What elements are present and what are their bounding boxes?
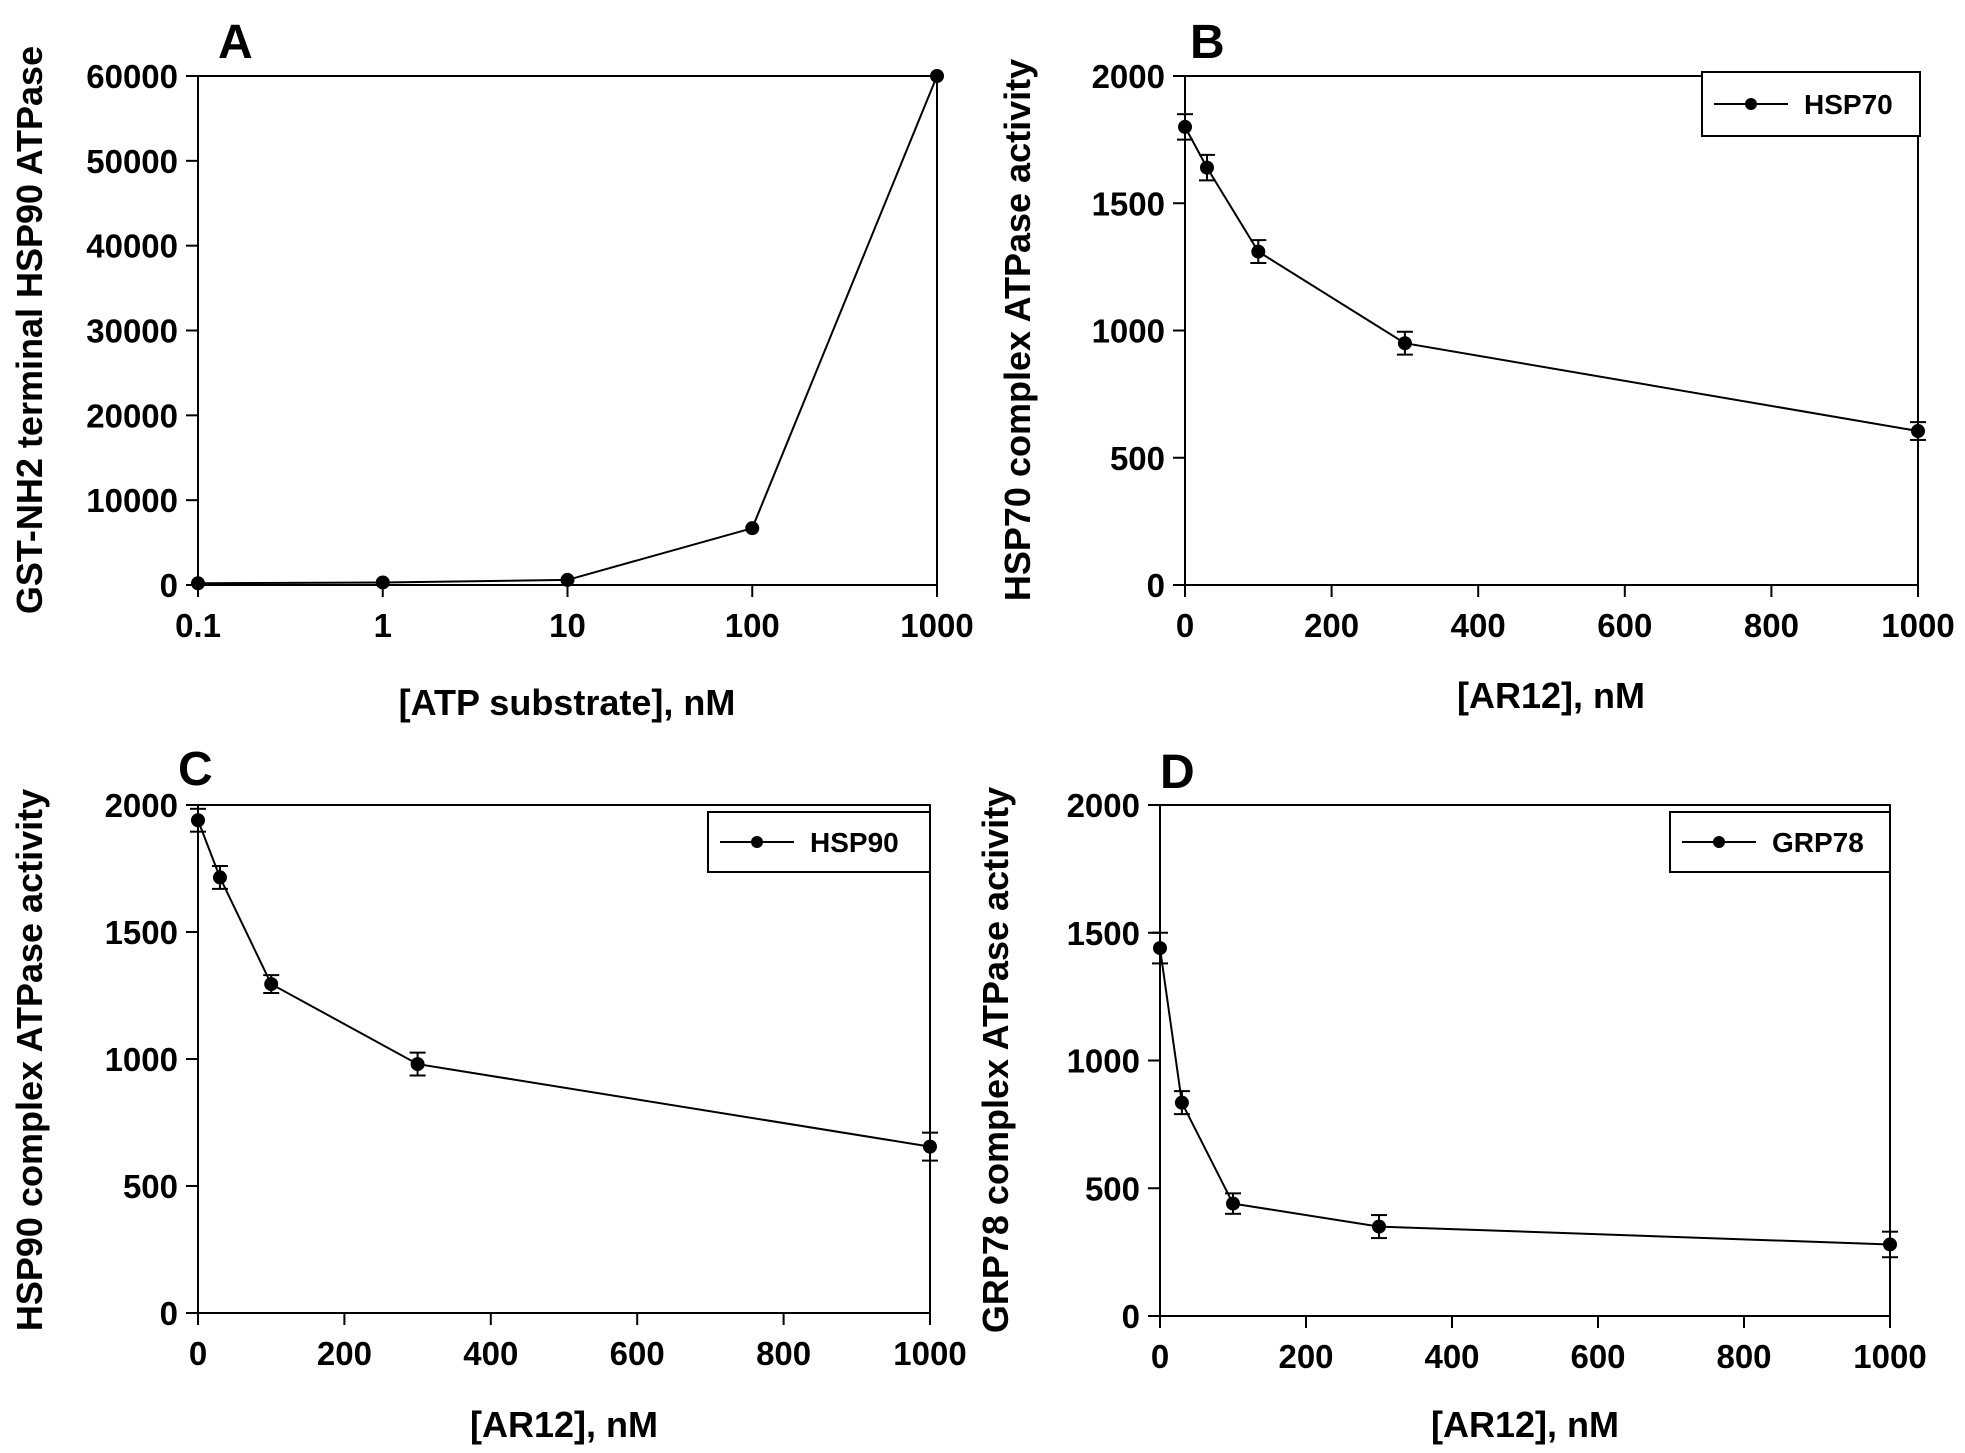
data-point: [930, 69, 944, 83]
y-tick-label: 30000: [86, 313, 178, 350]
y-tick-label: 1000: [1067, 1043, 1140, 1080]
x-tick-label: 1: [374, 607, 392, 644]
legend: HSP90: [707, 811, 931, 873]
y-axis-title: HSP70 complex ATPase activity: [997, 59, 1038, 601]
y-tick-label: 500: [1110, 440, 1165, 477]
data-point: [264, 977, 279, 992]
data-point: [1153, 941, 1167, 956]
y-axis-title: GST-NH2 terminal HSP90 ATPase: [9, 46, 50, 614]
y-axis-title: GRP78 complex ATPase activity: [975, 787, 1016, 1333]
data-point: [923, 1139, 937, 1154]
y-tick-label: 1500: [105, 914, 178, 951]
plot-frame: [1159, 804, 1891, 1317]
data-point: [1226, 1196, 1240, 1211]
series-line: [1159, 947, 1891, 1246]
y-tick-label: 1500: [1067, 915, 1140, 952]
y-tick-label: 2000: [1092, 58, 1165, 95]
legend-marker: [1745, 98, 1757, 110]
y-tick-label: 500: [1085, 1170, 1140, 1207]
chart-panel-d: D 0 500 1000 1500 2000 0 200 400 600 800 1000 [AR12]…: [975, 746, 1927, 1445]
panel-label: B: [1190, 16, 1225, 69]
x-tick-label: 200: [1304, 607, 1359, 644]
plot-frame: [1184, 75, 1919, 586]
data-point: [1911, 424, 1925, 439]
data-point: [1251, 244, 1266, 259]
y-tick-label: 2000: [105, 787, 178, 824]
x-tick-label: 600: [610, 1335, 665, 1372]
data-point: [191, 576, 205, 591]
data-point: [560, 572, 575, 587]
data-point: [375, 575, 390, 590]
y-tick-label: 500: [123, 1168, 178, 1205]
y-tick-label: 0: [160, 1295, 178, 1332]
x-tick-label: 600: [1597, 607, 1652, 644]
data-point: [410, 1057, 425, 1072]
data-point: [745, 521, 760, 536]
x-axis-title: [AR12], nM: [1431, 1404, 1619, 1445]
panel-label: C: [178, 743, 213, 796]
plot-frame: [197, 75, 938, 586]
x-tick-label: 0.1: [175, 607, 221, 644]
x-tick-label: 400: [1424, 1338, 1479, 1375]
x-axis-title: [AR12], nM: [1457, 675, 1645, 716]
y-tick-label: 20000: [86, 397, 178, 434]
data-point: [1174, 1095, 1189, 1110]
data-point: [1883, 1237, 1897, 1252]
legend-marker: [751, 836, 763, 848]
y-tick-label: 2000: [1067, 787, 1140, 824]
x-tick-label: 0: [1151, 1338, 1169, 1375]
x-tick-label: 400: [1451, 607, 1506, 644]
x-axis-title: [ATP substrate], nM: [399, 682, 736, 723]
y-tick-label: 40000: [86, 228, 178, 265]
x-tick-label: 600: [1570, 1338, 1625, 1375]
panel-label: D: [1160, 746, 1195, 799]
data-point: [212, 870, 227, 885]
y-tick-label: 10000: [86, 482, 178, 519]
series-line: [1184, 126, 1919, 433]
data-point: [1372, 1219, 1386, 1234]
y-tick-label: 60000: [86, 58, 178, 95]
x-tick-label: 10: [549, 607, 586, 644]
legend: GRP78: [1669, 811, 1891, 873]
legend: HSP70: [1701, 71, 1921, 137]
x-tick-label: 800: [1716, 1338, 1771, 1375]
y-tick-label: 1000: [105, 1041, 178, 1078]
x-tick-label: 200: [1278, 1338, 1333, 1375]
legend-marker: [1713, 836, 1725, 848]
chart-panel-a: A 0 10000 20000 30000 40000 50000 60000 0.1 1 10 10…: [9, 16, 974, 723]
x-tick-label: 1000: [900, 607, 973, 644]
series-line: [197, 75, 938, 585]
y-tick-label: 1000: [1092, 313, 1165, 350]
y-tick-label: 0: [1147, 567, 1165, 604]
x-tick-label: 0: [189, 1335, 207, 1372]
x-axis-title: [AR12], nM: [470, 1404, 658, 1445]
legend-label: GRP78: [1772, 827, 1864, 858]
x-tick-label: 800: [756, 1335, 811, 1372]
x-tick-label: 1000: [1881, 607, 1954, 644]
x-tick-label: 100: [725, 607, 780, 644]
y-tick-label: 1500: [1092, 185, 1165, 222]
x-tick-label: 1000: [1853, 1338, 1926, 1375]
x-tick-label: 200: [317, 1335, 372, 1372]
y-axis-title: HSP90 complex ATPase activity: [9, 789, 50, 1331]
y-tick-label: 50000: [86, 143, 178, 180]
x-tick-label: 0: [1176, 607, 1194, 644]
legend-label: HSP90: [810, 827, 899, 858]
data-point: [1199, 160, 1214, 175]
legend-label: HSP70: [1804, 89, 1893, 120]
panel-label: A: [218, 16, 253, 69]
y-tick-label: 0: [1122, 1298, 1140, 1335]
data-point: [1397, 336, 1412, 351]
x-tick-label: 800: [1744, 607, 1799, 644]
y-tick-label: 0: [160, 567, 178, 604]
chart-panel-b: B 0 500 1000 1500 2000 0 200 400 600 800 1000 [AR12]…: [997, 16, 1955, 716]
chart-panel-c: C 0 500 1000 1500 2000 0 200 400 600 800 1000 [AR12]…: [9, 743, 967, 1445]
x-tick-label: 400: [463, 1335, 518, 1372]
plot-frame: [197, 804, 931, 1314]
data-point: [191, 813, 205, 828]
x-tick-label: 1000: [893, 1335, 966, 1372]
data-point: [1178, 119, 1192, 134]
